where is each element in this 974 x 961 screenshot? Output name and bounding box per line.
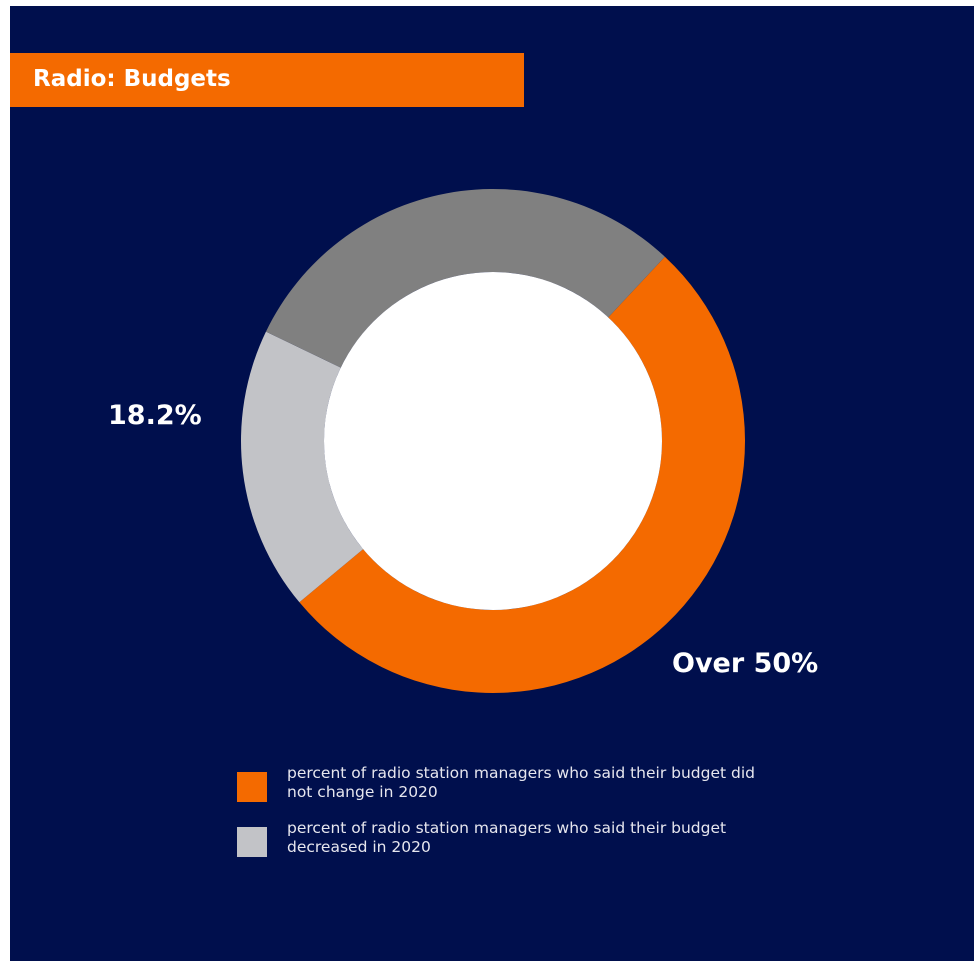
title-banner: Radio: Budgets <box>10 53 524 107</box>
donut-slice-other <box>265 189 665 368</box>
donut-slice-decreased <box>241 331 364 603</box>
legend-text-unchanged: percent of radio station managers who sa… <box>287 764 755 801</box>
legend-swatch-decreased <box>237 827 267 857</box>
unchanged-percent-label: Over 50% <box>672 648 819 679</box>
chart-title: Radio: Budgets <box>33 66 231 92</box>
donut-center <box>324 272 662 610</box>
legend-swatch-unchanged <box>237 772 267 802</box>
donut-slice-unchanged <box>299 256 745 693</box>
legend-text-decreased: percent of radio station managers who sa… <box>287 819 727 856</box>
decreased-percent-label: 18.2% <box>108 400 202 431</box>
